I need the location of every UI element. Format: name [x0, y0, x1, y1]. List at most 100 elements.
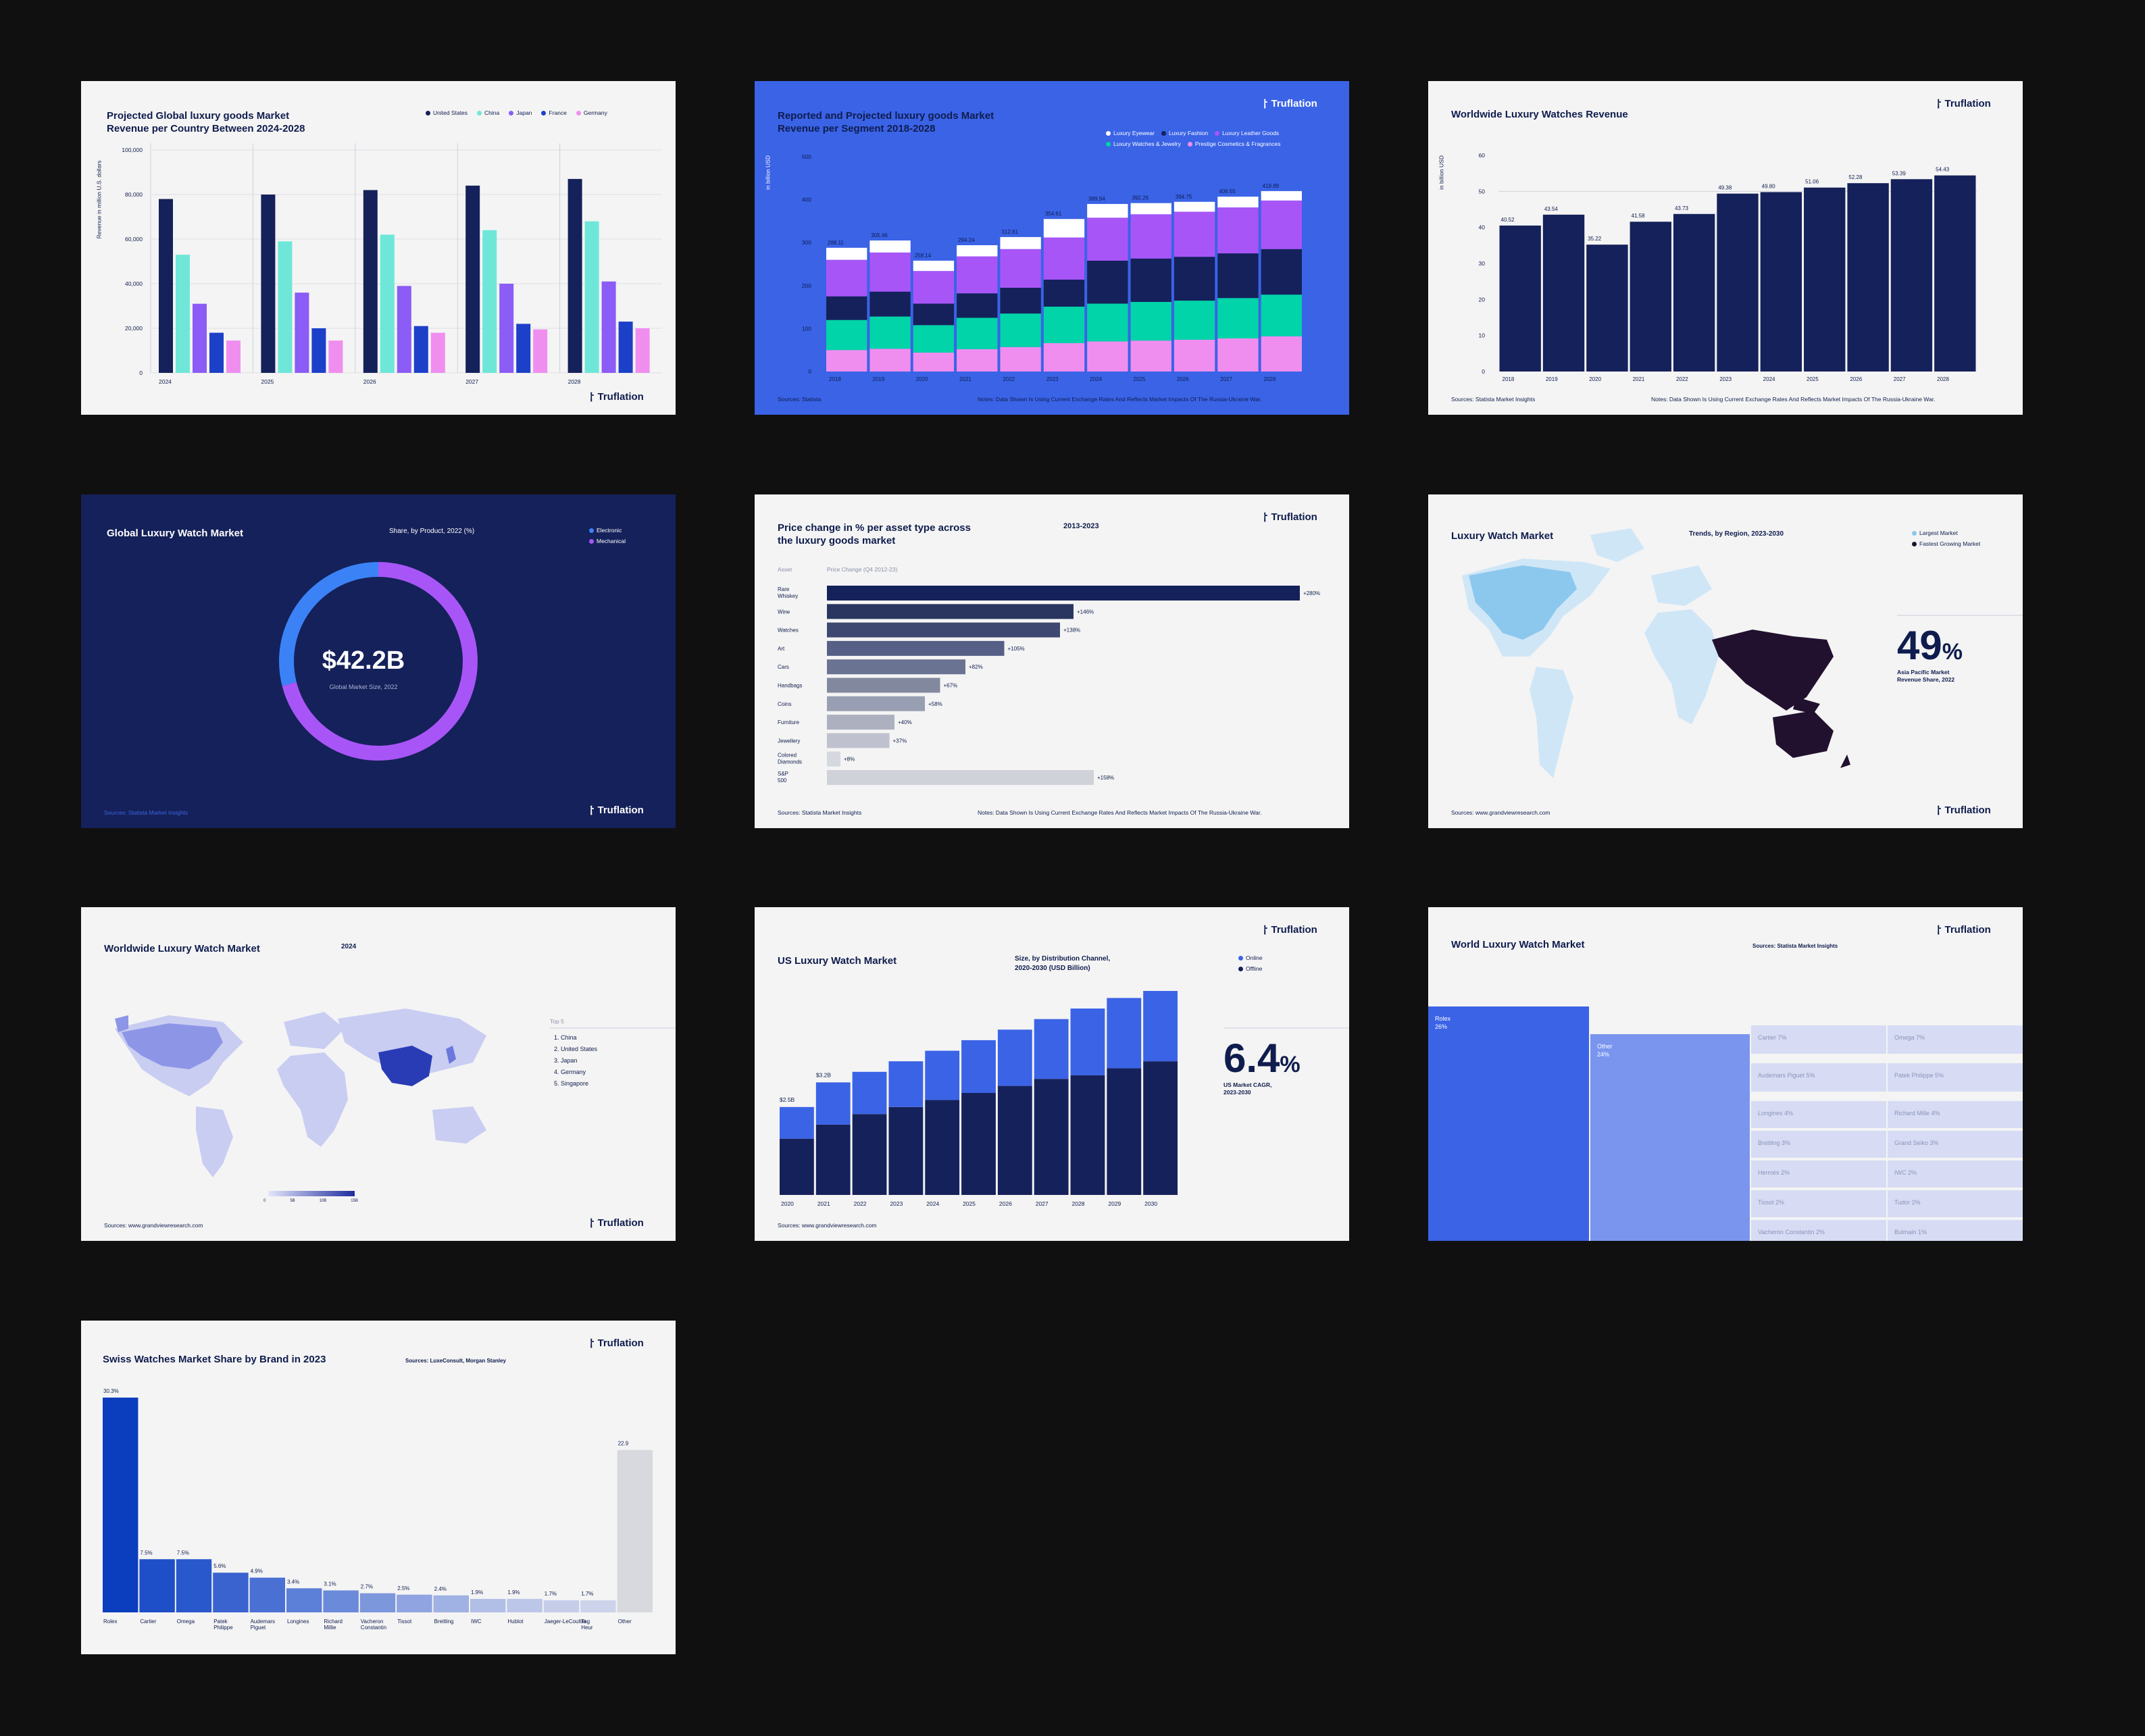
legend-swatch	[1106, 141, 1111, 147]
bar-segment	[1174, 339, 1215, 372]
legend-label: Largest Market	[1919, 530, 1958, 536]
bar-segment	[961, 1093, 996, 1195]
card-subtitle: Size, by Distribution Channel, 2020-2030 …	[1015, 955, 1111, 972]
legend-swatch	[1912, 541, 1917, 546]
legend-item: Electronic	[589, 527, 626, 534]
legend-label: Electronic	[597, 527, 622, 534]
y-tick-label: 20,000	[125, 325, 143, 332]
bar-segment	[1217, 197, 1259, 208]
bar	[1760, 192, 1802, 372]
bar-segment	[1174, 201, 1215, 212]
bar-segment	[1261, 200, 1302, 249]
bar-segment	[852, 1071, 887, 1115]
bar-label: +58%	[928, 701, 942, 707]
bar	[295, 292, 309, 373]
legend-label: Prestige Cosmetics & Fragrances	[1194, 141, 1281, 147]
legend-item: Mechanical	[589, 538, 626, 544]
bar-segment	[1000, 249, 1041, 288]
truflation-logo: ⸷ Truflation	[1936, 98, 1991, 111]
top5-item: 5. Singapore	[554, 1080, 589, 1087]
category-label: S&P 500	[778, 771, 788, 784]
bar	[1630, 222, 1671, 372]
bar-segment	[1043, 237, 1085, 280]
bar-label: 5.6%	[213, 1563, 226, 1569]
bar	[1804, 187, 1846, 372]
x-tick-label: 2026	[999, 1200, 1012, 1207]
x-tick-label: 2024	[926, 1200, 939, 1207]
y-tick-label: 400	[802, 197, 811, 203]
bar	[193, 303, 207, 373]
column-price-change: Price Change (Q4 2012-23)	[827, 566, 898, 573]
category-label: Colored Diamonds	[778, 752, 802, 765]
bar	[226, 340, 241, 373]
card-title: Reported and Projected luxury goods Mark…	[778, 110, 994, 134]
bar	[584, 221, 599, 373]
legend-item: France	[541, 109, 567, 116]
bar	[827, 751, 840, 767]
bar-segment	[780, 1138, 814, 1195]
bar-segment	[1217, 253, 1259, 299]
bar	[380, 234, 395, 373]
bar-label: 2.4%	[434, 1586, 447, 1592]
swiss-brand-share-chart: 30.3% Rolex 7.5% Cartier 7.5% Omega 5.6% Patek P…	[103, 1388, 653, 1631]
bar-segment	[1087, 203, 1128, 218]
card-title: US Luxury Watch Market	[778, 955, 897, 967]
legend-item: Fastest Growing Market	[1912, 540, 1980, 547]
category-label: Watches	[778, 628, 799, 634]
bar	[159, 199, 173, 373]
x-tick-label: 2027	[1894, 376, 1906, 382]
x-tick-label: 2024	[1763, 376, 1775, 382]
legend-label: Fastest Growing Market	[1919, 540, 1981, 547]
bar	[103, 1398, 138, 1612]
bar-label: 43.73	[1675, 205, 1689, 211]
chart-legend: Electronic Mechanical	[589, 527, 626, 544]
price-change-chart: +280% Rare Whiskey +146% Wine +138% Watches +10…	[778, 586, 1320, 785]
treemap-tile: Patek Philippe 5%	[1888, 1063, 2023, 1092]
total-label: 312.81	[1001, 229, 1018, 235]
bar-label: +40%	[898, 719, 912, 725]
bar-label: 49.38	[1718, 185, 1732, 191]
bar-label: +280%	[1303, 590, 1320, 596]
legend-item: Japan	[509, 109, 532, 116]
x-tick-label: Tissot	[397, 1618, 412, 1625]
market-size-label: Global Market Size, 2022	[329, 684, 398, 690]
bar	[499, 284, 514, 373]
treemap-tile: Tudor 2%	[1888, 1190, 2023, 1217]
source-text: Sources: www.grandviewresearch.com	[778, 1222, 877, 1229]
legend-swatch	[1912, 530, 1917, 536]
x-tick-label: 2028	[1072, 1200, 1085, 1207]
x-tick-label: Cartier	[140, 1618, 156, 1625]
bar-segment	[1107, 1068, 1142, 1195]
bar-segment	[1000, 347, 1041, 372]
legend-label: Online	[1246, 954, 1263, 961]
watches-revenue-card: Worldwide Luxury Watches Revenue ⸷ Trufla…	[1428, 81, 2023, 415]
truflation-logo: ⸷ Truflation	[589, 1337, 644, 1350]
bar-segment	[1261, 249, 1302, 295]
bar	[827, 770, 1094, 785]
bar	[176, 255, 190, 373]
bar-segment	[1070, 1075, 1105, 1195]
bar	[827, 696, 925, 711]
treemap-tile: Audemars Piguet 5%	[1751, 1063, 1886, 1092]
y-tick-label: 60,000	[125, 236, 143, 242]
bar	[827, 715, 894, 730]
column-asset: Asset	[778, 566, 792, 573]
legend-swatch	[1215, 130, 1220, 136]
scale-tick: 5B	[290, 1199, 295, 1203]
bar	[249, 1577, 285, 1612]
bar-label: 43.54	[1544, 206, 1559, 212]
bar-segment	[869, 252, 911, 292]
y-tick-label: 100	[802, 325, 811, 332]
bar-segment	[1130, 301, 1171, 341]
total-label: 406.55	[1219, 188, 1236, 195]
total-label: 354.61	[1045, 211, 1062, 217]
bar-segment	[913, 271, 955, 304]
x-tick-label: 2020	[916, 376, 928, 382]
legend-label: France	[549, 109, 567, 116]
bar-segment	[869, 291, 911, 317]
treemap-tile: Longines 4%	[1751, 1101, 1886, 1128]
y-tick-label: 0	[808, 368, 811, 375]
category-label: Rare Whiskey	[778, 586, 798, 599]
bar-label: +146%	[1077, 609, 1094, 615]
total-label: 392.26	[1132, 195, 1149, 201]
